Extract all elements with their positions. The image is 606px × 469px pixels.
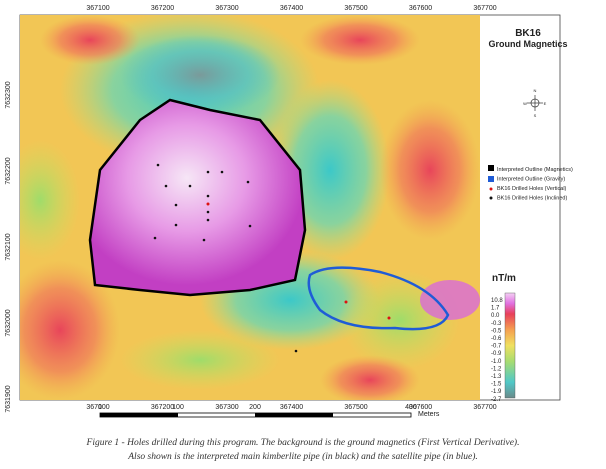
- y-tick-label: 7632300: [5, 81, 12, 108]
- x-tick-label: 367500: [344, 5, 367, 12]
- colorbar-label: -1.5: [491, 382, 502, 388]
- y-tick-label: 7632100: [5, 233, 12, 260]
- magnetic-background: [20, 15, 480, 400]
- scale-label: 100: [172, 404, 184, 411]
- scale-bar: [99, 412, 412, 418]
- map-title: BK16: [515, 28, 541, 39]
- legend-label: Interpreted Outline (Gravity): [497, 177, 565, 183]
- legend-swatch: [489, 187, 493, 191]
- x-tick-label: 367600: [409, 404, 432, 411]
- y-tick-label: 7632200: [5, 157, 12, 184]
- y-tick-label: 7631900: [5, 385, 12, 412]
- legend-label: BK16 Drilled Holes (Vertical): [497, 186, 567, 192]
- map-figure: BK16 Ground Magnetics nT/m Meters 367100…: [5, 5, 573, 418]
- colorbar-label: -0.6: [491, 336, 502, 342]
- scale-label: 0: [98, 404, 102, 411]
- vertical-holes: [206, 202, 391, 320]
- colorbar-label: -0.9: [491, 351, 502, 357]
- colorbar: [504, 292, 516, 399]
- x-tick-label: 367400: [280, 5, 303, 12]
- north-arrow: [527, 95, 543, 111]
- legend-swatch: [489, 196, 493, 200]
- x-tick-label: 367700: [473, 5, 496, 12]
- scale-label: 400: [405, 404, 417, 411]
- x-tick-label: 367600: [409, 5, 432, 12]
- colorbar-label: -1.3: [491, 374, 502, 380]
- gravity-outline: [307, 266, 450, 331]
- inclined-holes: [153, 163, 298, 353]
- colorbar-unit: nT/m: [492, 273, 516, 284]
- x-tick-label: 367700: [473, 404, 496, 411]
- x-tick-label: 367500: [344, 404, 367, 411]
- colorbar-label: -1.2: [491, 366, 502, 372]
- colorbar-label: -1.9: [491, 389, 502, 395]
- compass-letter: N: [534, 88, 537, 93]
- caption: Also shown is the interpreted main kimbe…: [128, 452, 478, 462]
- x-tick-label: 367400: [280, 404, 303, 411]
- x-tick-label: 367100: [86, 5, 109, 12]
- legend-swatch: [488, 176, 494, 182]
- colorbar-label: -2.7: [491, 397, 502, 403]
- colorbar-label: 1.7: [491, 306, 500, 312]
- compass-letter: S: [534, 113, 537, 118]
- legend-label: Interpreted Outline (Magnetics): [497, 167, 573, 173]
- colorbar-label: 10.8: [491, 298, 503, 304]
- scale-unit: Meters: [418, 411, 440, 418]
- legend-swatch: [488, 165, 494, 171]
- legend-label: BK16 Drilled Holes (Inclined): [497, 196, 567, 202]
- x-tick-label: 367300: [215, 404, 238, 411]
- x-tick-label: 367100: [86, 404, 109, 411]
- scale-label: 200: [249, 404, 261, 411]
- compass-letter: W: [523, 101, 527, 106]
- x-tick-label: 367200: [151, 404, 174, 411]
- colorbar-label: -0.7: [491, 344, 502, 350]
- colorbar-label: 0.0: [491, 313, 500, 319]
- compass-letter: E: [544, 101, 547, 106]
- x-tick-label: 367200: [151, 5, 174, 12]
- colorbar-label: -1.0: [491, 359, 502, 365]
- y-tick-label: 7632000: [5, 309, 12, 336]
- colorbar-label: -0.3: [491, 321, 502, 327]
- magnetics-outline: [88, 98, 307, 297]
- map-subtitle: Ground Magnetics: [488, 39, 567, 49]
- colorbar-label: -0.5: [491, 328, 502, 334]
- caption: Figure 1 - Holes drilled during this pro…: [86, 438, 520, 448]
- x-tick-label: 367300: [215, 5, 238, 12]
